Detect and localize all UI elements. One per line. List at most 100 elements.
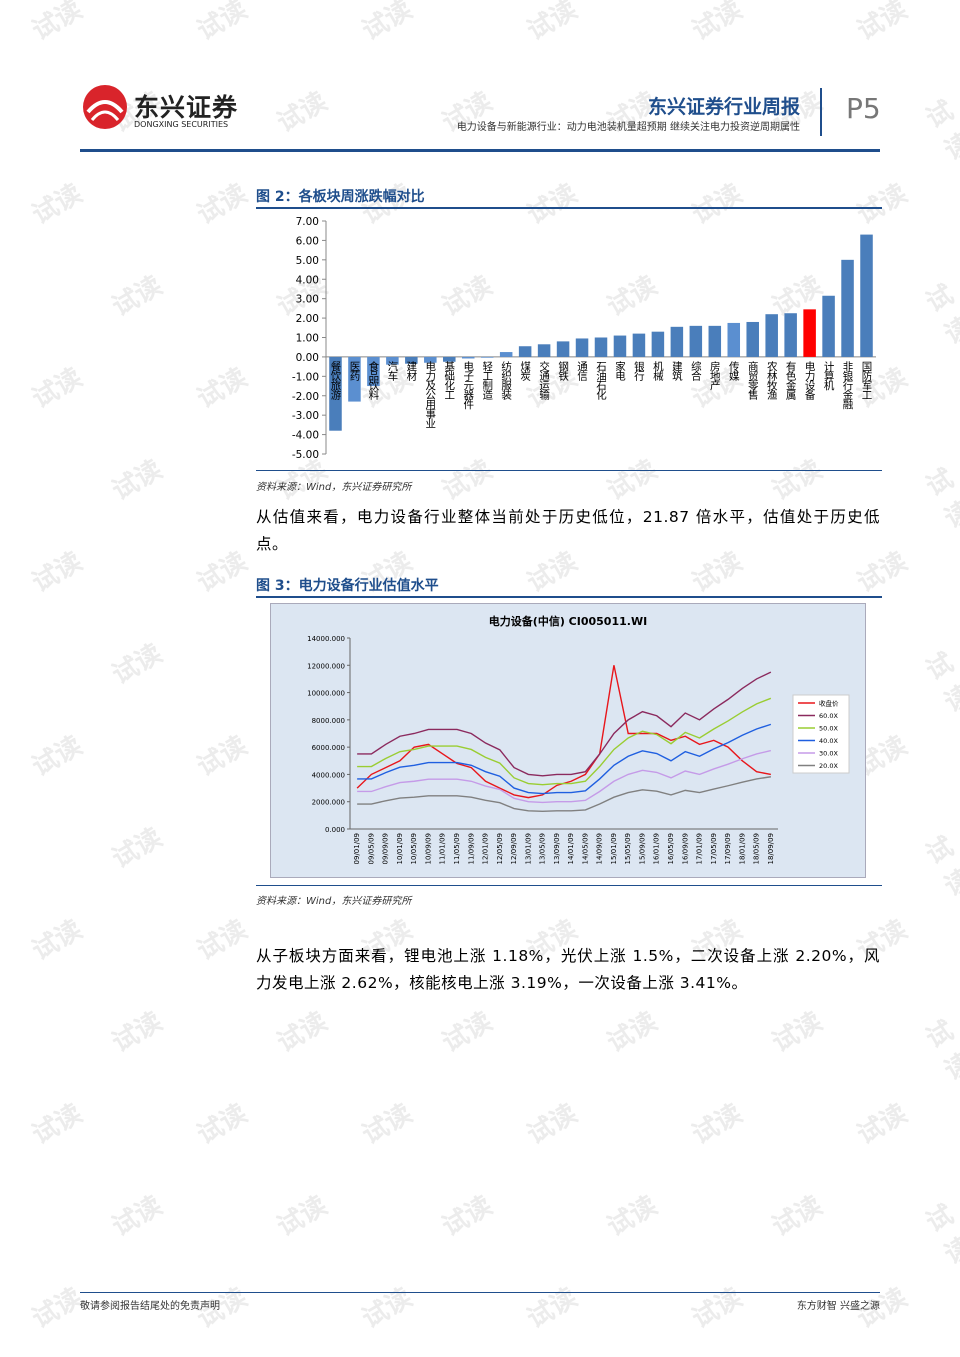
- bar: [841, 259, 854, 357]
- category-label: 电力设备: [804, 360, 816, 401]
- footer-rule: [80, 1292, 880, 1293]
- x-tick-label: 18/01/09: [738, 833, 746, 864]
- watermark: 试读: [767, 1190, 828, 1243]
- bar: [443, 356, 456, 362]
- logo-cn: 东兴证券: [134, 93, 239, 122]
- bar: [670, 326, 684, 357]
- bar: [348, 356, 361, 402]
- y-tick-label: 0.00: [296, 352, 319, 364]
- x-tick-label: 18/09/09: [767, 833, 775, 864]
- category-label: 煤炭: [519, 360, 531, 382]
- footer-left: 敬请参阅报告结尾处的免责声明: [80, 1301, 220, 1312]
- watermark: 试读: [522, 1098, 583, 1151]
- x-tick-label: 16/09/09: [681, 833, 689, 864]
- page-number: P5: [846, 92, 881, 125]
- bar-chart: 7.00 6.00 5.00 4.00 3.00 2.00 1.00 0.00 -1.00 -2.…: [292, 216, 876, 461]
- x-tick-label: 18/05/09: [753, 833, 761, 864]
- bar: [765, 314, 778, 357]
- category-label: 机械: [652, 360, 664, 382]
- watermark: 试读: [192, 178, 253, 231]
- y-tick-label: 0.000: [325, 826, 345, 834]
- bar: [480, 356, 494, 358]
- legend-box: [792, 694, 850, 774]
- bar: [386, 356, 399, 365]
- category-label: 农林牧渔: [766, 360, 778, 401]
- watermark: 试读: [921, 95, 960, 167]
- category-label: 食品饮料: [367, 360, 379, 401]
- category-label: 纺织服装: [500, 360, 512, 401]
- y-tick-label: 2000.000: [312, 799, 345, 807]
- category-label: 交通运输: [538, 360, 550, 401]
- series-line: [357, 723, 772, 795]
- category-label: 石油石化: [595, 361, 607, 401]
- watermark: 试读: [602, 1006, 663, 1059]
- x-tick-label: 13/09/09: [553, 833, 561, 864]
- watermark: 试读: [107, 270, 168, 323]
- watermark: 试读: [27, 362, 88, 415]
- paragraph: 从估值来看，电力设备行业整体当前处于历史低位，21.87 倍水平，估值处于历史低…: [256, 508, 880, 553]
- watermark: 试读: [107, 1006, 168, 1059]
- y-tick-label: 5.00: [296, 255, 319, 267]
- header-rule: [80, 149, 880, 152]
- watermark: 试读: [921, 1199, 960, 1271]
- y-tick-label: 10000.000: [307, 690, 345, 698]
- watermark: 试读: [272, 1006, 333, 1059]
- watermark: 试读: [687, 0, 748, 47]
- header-divider: [820, 88, 822, 136]
- figure-source: 资料来源：Wind，东兴证券研究所: [256, 896, 412, 907]
- figure-source: 资料来源：Wind，东兴证券研究所: [256, 482, 412, 493]
- watermark: 试读: [357, 1098, 418, 1151]
- x-tick-label: 17/05/09: [710, 833, 718, 864]
- x-tick-label: 17/01/09: [696, 833, 704, 864]
- y-tick-label: 6000.000: [312, 744, 345, 752]
- x-tick-label: 14/01/09: [567, 833, 575, 864]
- x-tick-label: 16/01/09: [653, 833, 661, 864]
- bar: [727, 322, 741, 357]
- x-tick-label: 11/01/09: [439, 833, 447, 864]
- category-label: 基础化工: [443, 360, 455, 399]
- line-chart: 电力设备(中信) CI005011.WI 0.000 2000.000 4000.00…: [270, 603, 866, 878]
- x-tick-label: 13/05/09: [539, 833, 547, 864]
- series-line: [357, 749, 772, 804]
- category-label: 医药: [348, 361, 360, 382]
- x-tick-label: 14/09/09: [596, 833, 604, 864]
- watermark: 试读: [767, 1006, 828, 1059]
- watermark: 试读: [27, 914, 88, 967]
- category-label: 通信: [576, 361, 588, 382]
- watermark: 试读: [27, 1282, 88, 1335]
- y-tick-label: 3.00: [296, 294, 319, 306]
- series-line: [357, 776, 771, 812]
- watermark: 试读: [107, 822, 168, 875]
- x-tick-label: 11/05/09: [453, 833, 461, 864]
- y-tick-label: -2.00: [292, 391, 319, 403]
- x-tick-label: 15/05/09: [624, 833, 632, 864]
- y-tick-label: 2.00: [296, 313, 319, 325]
- y-tick-label: 8000.000: [312, 717, 345, 725]
- x-tick-label: 12/05/09: [496, 833, 504, 864]
- y-tick-label: 1.00: [296, 333, 319, 345]
- category-label: 钢铁: [557, 360, 569, 382]
- bar: [746, 321, 759, 357]
- bar: [613, 335, 627, 357]
- watermark: 试读: [272, 86, 333, 139]
- y-tick-label: 14000.000: [307, 635, 345, 643]
- category-label: 有色金属: [785, 360, 797, 401]
- bar: [499, 352, 513, 357]
- watermark: 试读: [27, 730, 88, 783]
- watermark: 试读: [357, 1282, 418, 1335]
- bar: [708, 325, 722, 357]
- bar: [632, 333, 646, 357]
- x-tick-label: 14/05/09: [581, 833, 589, 864]
- category-label: 房地产: [709, 360, 721, 391]
- bar: [367, 356, 380, 387]
- x-tick-label: 15/01/09: [610, 833, 618, 864]
- watermark: 试读: [687, 1098, 748, 1151]
- watermark: 试读: [687, 1282, 748, 1335]
- bar: [518, 346, 532, 357]
- category-label: 国防军工: [861, 361, 873, 399]
- x-tick-label: 11/09/09: [467, 833, 475, 864]
- x-tick-label: 13/01/09: [524, 833, 532, 864]
- x-tick-label: 09/09/09: [382, 833, 390, 864]
- y-tick-label: 6.00: [296, 235, 319, 247]
